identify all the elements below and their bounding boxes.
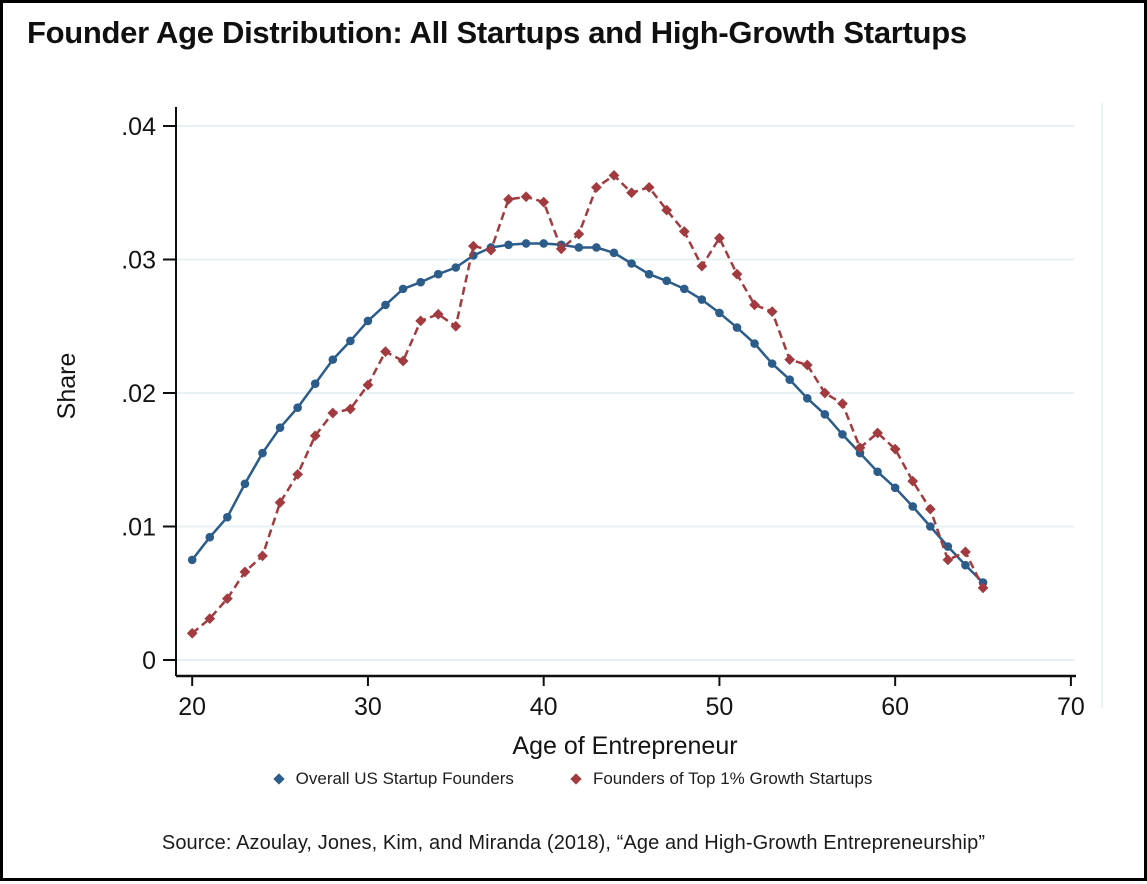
axes (163, 107, 1076, 686)
series-top1-growth-founders (186, 170, 989, 639)
x-axis-title: Age of Entrepreneur (512, 732, 737, 760)
y-axis-title: Share (53, 353, 81, 420)
overall-series-diamond-marker-icon (273, 773, 285, 785)
x-tick-label: 50 (706, 693, 734, 721)
y-tick-label: 0 (142, 647, 156, 675)
x-tick-label: 60 (881, 693, 909, 721)
y-tick-label: .01 (121, 514, 156, 542)
y-tick-label: .03 (121, 247, 156, 275)
x-tick-label: 20 (178, 693, 206, 721)
tick-labels: 0 .01 .02 .03 .04 20 30 40 50 60 70 (121, 113, 1085, 721)
x-tick-label: 30 (354, 693, 382, 721)
x-tick-label: 70 (1057, 693, 1085, 721)
legend-label-top1: Founders of Top 1% Growth Startups (592, 769, 873, 788)
legend: Overall US Startup Founders Founders of … (3, 769, 1144, 789)
legend-label-overall: Overall US Startup Founders (295, 769, 514, 788)
page-title: Founder Age Distribution: All Startups a… (27, 15, 967, 50)
x-tick-label: 40 (530, 693, 558, 721)
gridlines (176, 103, 1103, 708)
legend-item-overall-us-startup-founders: Overall US Startup Founders (273, 769, 514, 789)
y-tick-label: .04 (121, 113, 156, 141)
source-citation: Source: Azoulay, Jones, Kim, and Miranda… (161, 832, 986, 854)
chart-canvas: 0 .01 .02 .03 .04 20 30 40 50 60 70 Share Age of Ent… (53, 103, 1103, 760)
y-tick-label: .02 (121, 380, 156, 408)
top1-series-diamond-marker-icon (570, 773, 582, 785)
series-overall-founders (187, 239, 988, 587)
legend-item-top1-growth-founders: Founders of Top 1% Growth Startups (570, 769, 873, 789)
